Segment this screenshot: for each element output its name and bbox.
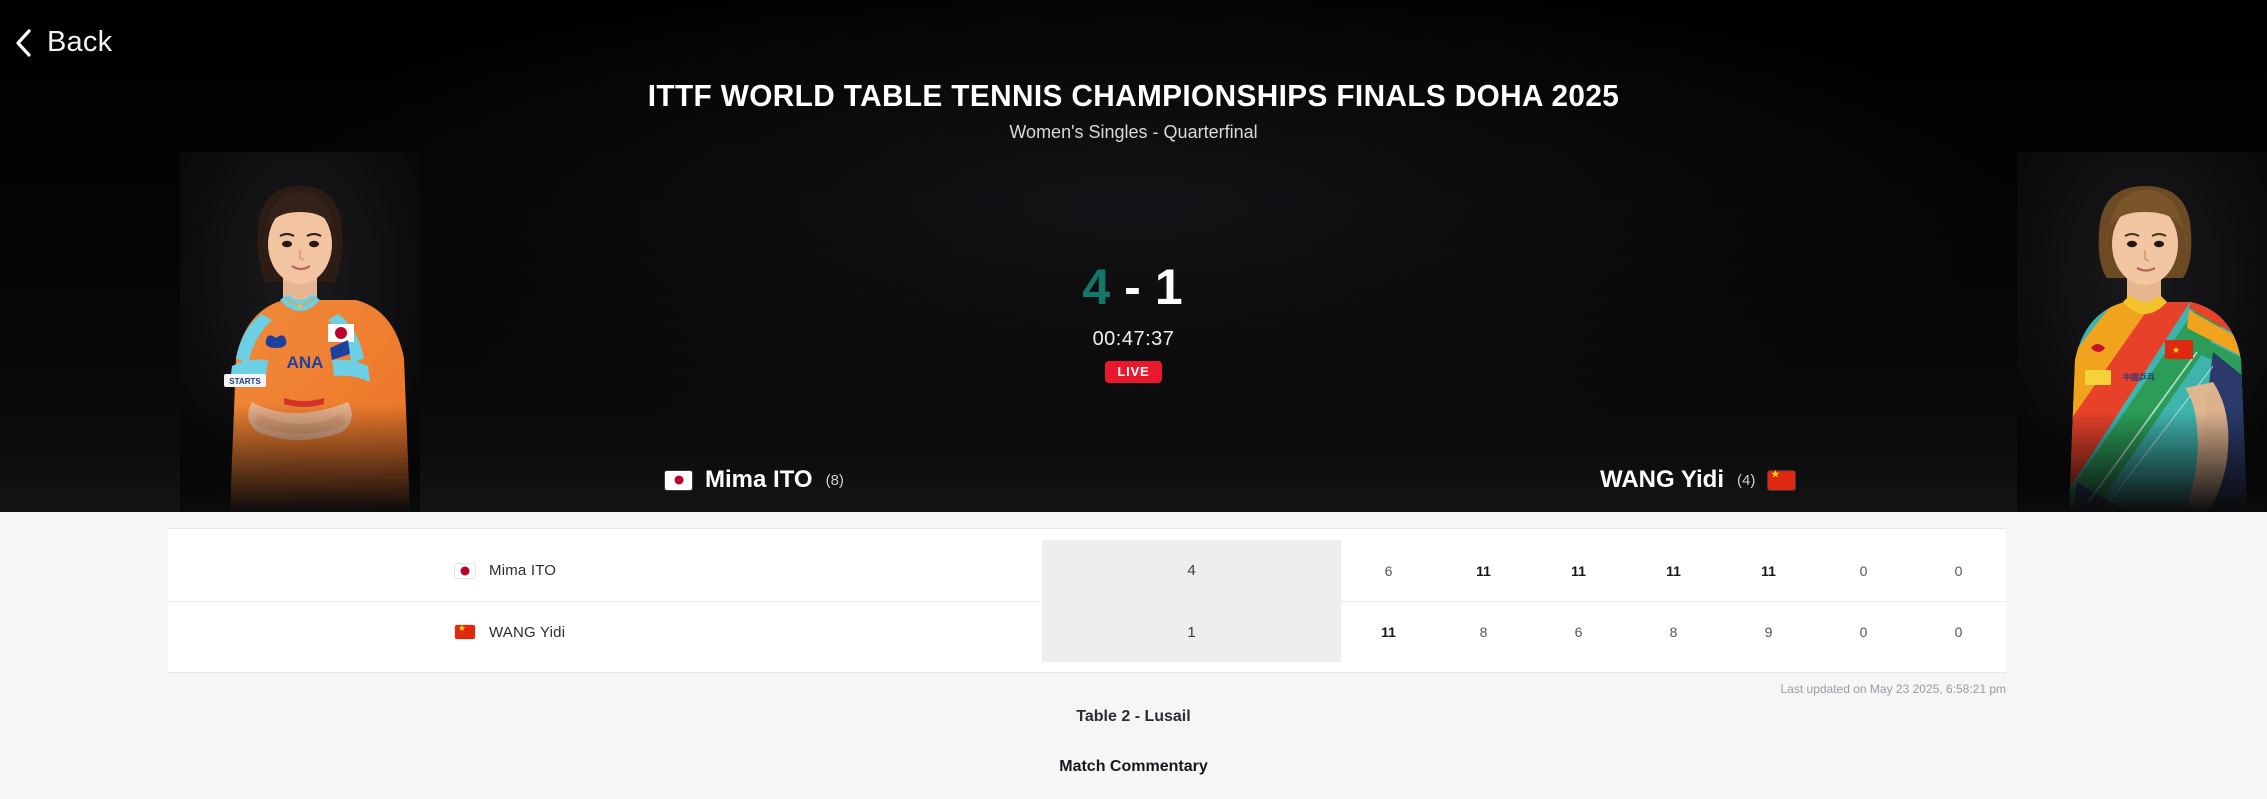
table-row: Mima ITO 4 6 11 11 11 11 0 0	[168, 540, 2006, 601]
home-player-seed: (8)	[825, 471, 844, 489]
match-hero: STARTS ANA	[0, 0, 2267, 512]
match-score-cell: 4	[1042, 540, 1341, 601]
away-player-seed: (4)	[1737, 471, 1756, 489]
table-top-spacer	[168, 529, 2006, 540]
set-score-cell: 11	[1666, 562, 1681, 579]
away-player-name: WANG Yidi	[1600, 466, 1725, 493]
match-commentary-title: Match Commentary	[1059, 758, 1208, 775]
cn-flag-icon	[455, 624, 475, 639]
set-score-cell: 6	[1384, 562, 1393, 579]
home-player-name: Mima ITO	[705, 466, 813, 493]
player-cell: Mima ITO	[168, 540, 1042, 601]
score-block: 4 - 1 00:47:37 LIVE	[0, 262, 2267, 383]
set-score-cell: 8	[1669, 624, 1678, 640]
home-player-name-row: Mima ITO (8)	[665, 466, 844, 494]
player-name: WANG Yidi	[489, 623, 566, 641]
away-player-name-row: WANG Yidi (4)	[1600, 466, 1796, 494]
set-score-cell: 8	[1479, 624, 1488, 640]
score-separator: -	[1124, 259, 1143, 315]
last-updated-text: Last updated on May 23 2025, 6:58:21 pm	[1780, 682, 2007, 696]
set-score-cell: 0	[1954, 624, 1963, 640]
jp-flag-icon	[455, 563, 475, 578]
set-score-cell: 0	[1859, 624, 1868, 640]
score-line: 4 - 1	[0, 262, 2267, 312]
player-cell: WANG Yidi	[168, 602, 1042, 662]
live-status-badge: LIVE	[1105, 361, 1162, 383]
cn-flag-icon	[1768, 470, 1796, 490]
set-score-cell: 11	[1476, 562, 1491, 579]
set-score-cell: 11	[1571, 562, 1586, 579]
away-match-score: 1	[1154, 259, 1185, 315]
set-score-cell: 11	[1381, 624, 1396, 640]
set-score-cell: 11	[1761, 562, 1776, 579]
event-title: ITTF WORLD TABLE TENNIS CHAMPIONSHIPS FI…	[647, 78, 1620, 113]
set-score-cell: 0	[1954, 562, 1963, 579]
match-score-cell: 1	[1042, 602, 1341, 662]
jp-flag-icon	[665, 470, 692, 490]
back-button[interactable]: Back	[14, 26, 112, 59]
set-scores: 11 8 6 8 9 0 0	[1341, 602, 2006, 662]
set-score-cell: 0	[1859, 562, 1868, 579]
set-scores: 6 11 11 11 11 0 0	[1341, 540, 2006, 601]
chevron-left-icon	[16, 28, 31, 57]
player-name: Mima ITO	[489, 562, 557, 579]
match-clock: 00:47:37	[1092, 328, 1175, 350]
set-score-cell: 6	[1574, 624, 1583, 640]
event-subtitle: Women's Singles - Quarterfinal	[1009, 122, 1258, 142]
home-match-score: 4	[1082, 259, 1113, 315]
back-label: Back	[47, 26, 113, 58]
table-venue-label: Table 2 - Lusail	[1076, 708, 1191, 725]
set-score-cell: 9	[1764, 624, 1773, 640]
